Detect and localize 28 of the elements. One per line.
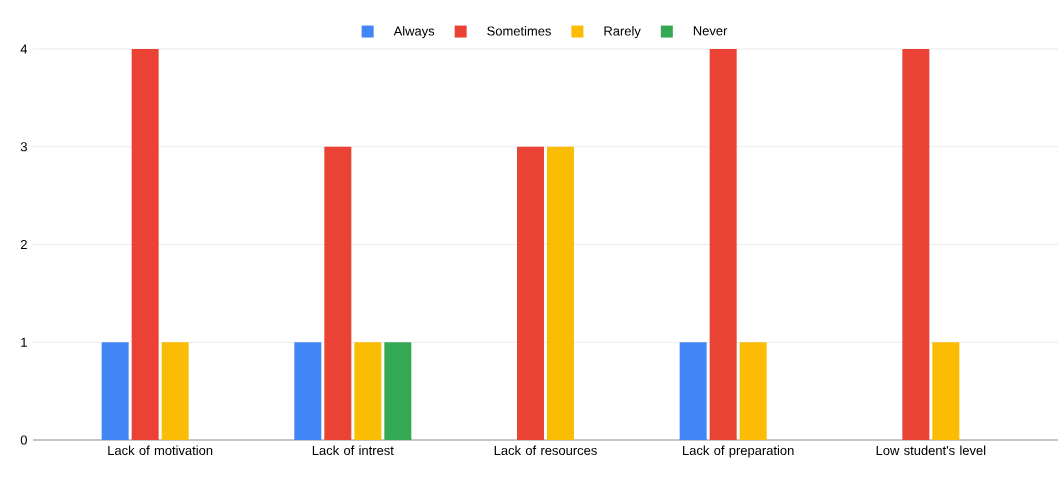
bar	[324, 146, 352, 440]
y-tick-label: 1	[21, 337, 27, 347]
x-tick-label: Lack of preparation	[683, 445, 794, 458]
bar	[131, 49, 159, 440]
y-tick-label: 0	[20, 435, 27, 445]
bar	[101, 342, 129, 440]
y-tick-label: 3	[20, 142, 27, 152]
bar	[161, 342, 189, 440]
bar	[547, 146, 574, 440]
x-tick-label: Lack of resources	[494, 445, 597, 456]
legend-label: Sometimes	[487, 26, 551, 36]
bar	[384, 342, 412, 440]
y-tick-label: 4	[20, 44, 28, 54]
bar	[294, 342, 322, 440]
legend-label: Always	[393, 26, 435, 39]
bar	[679, 342, 707, 440]
bar	[517, 146, 544, 440]
legend-label: Rarely	[604, 26, 641, 39]
bar	[739, 342, 767, 440]
x-tick-label: Low student's level	[876, 445, 986, 456]
bar	[354, 342, 382, 440]
bar	[932, 342, 960, 440]
x-tick-label: Lack of motivation	[108, 445, 213, 456]
bar	[902, 49, 930, 440]
y-tick-label: 2	[20, 239, 27, 250]
legend-label: Never	[693, 26, 728, 36]
bar	[709, 49, 737, 440]
x-tick-label: Lack of intrest	[312, 445, 394, 456]
